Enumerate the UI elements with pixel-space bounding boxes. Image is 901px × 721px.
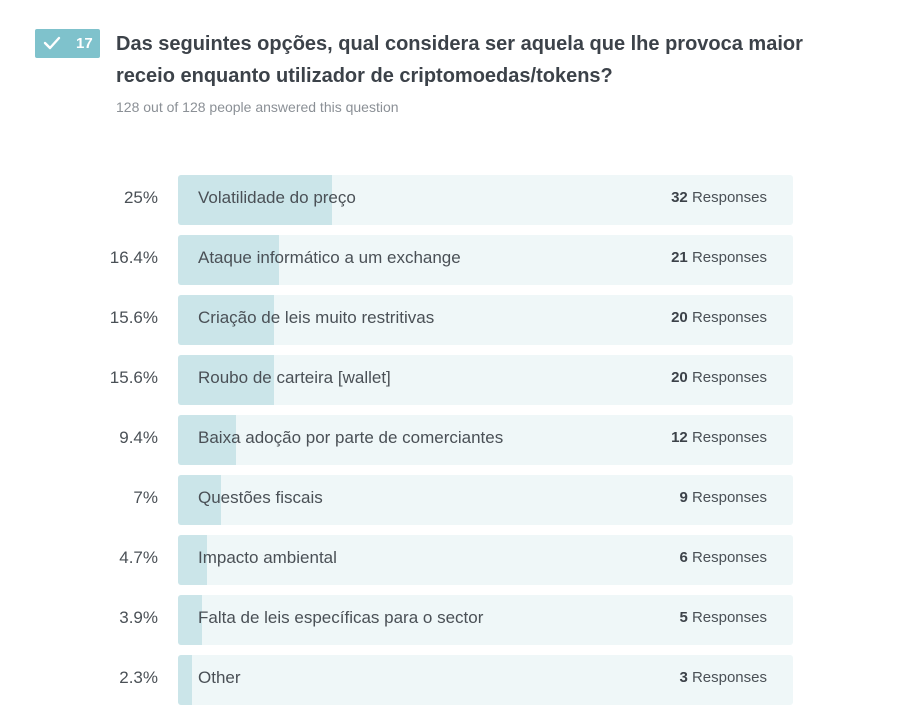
responses-label: Responses <box>687 249 767 266</box>
response-count-value: 3 <box>679 669 688 686</box>
answer-label: Impacto ambiental <box>198 548 337 567</box>
response-count-value: 20 <box>671 369 688 386</box>
answer-response-count: 12 Responses <box>671 415 767 461</box>
checkmark-icon <box>43 36 61 50</box>
answer-bar <box>178 415 236 465</box>
response-count-value: 12 <box>671 429 688 446</box>
answer-response-count: 3 Responses <box>679 655 767 701</box>
answer-bar-track: Questões fiscais 9 Responses <box>178 475 793 525</box>
answered-count: 128 out of 128 people answered this ques… <box>116 99 399 115</box>
response-count-value: 21 <box>671 249 688 266</box>
answer-bar-track: Volatilidade do preço 32 Responses <box>178 175 793 225</box>
answer-bar-track: Criação de leis muito restritivas 20 Resp… <box>178 295 793 345</box>
answer-percent: 3.9% <box>119 608 158 627</box>
question-title: Das seguintes opções, qual considera ser… <box>116 33 803 87</box>
answer-bar <box>178 595 202 645</box>
answer-response-count: 20 Responses <box>671 295 767 341</box>
answer-bar <box>178 175 332 225</box>
answer-row: 4.7% Impacto ambiental 6 Responses <box>0 535 901 585</box>
answer-bar-track: Other 3 Responses <box>178 655 793 705</box>
question-number: 17 <box>76 35 93 52</box>
responses-label: Responses <box>687 369 767 386</box>
answer-percent: 2.3% <box>119 668 158 687</box>
responses-label: Responses <box>687 669 767 686</box>
response-count-value: 9 <box>679 489 688 506</box>
answer-row: 25% Volatilidade do preço 32 Responses <box>0 175 901 225</box>
answer-label: Volatilidade do preço <box>198 188 356 207</box>
answer-row: 15.6% Roubo de carteira [wallet] 20 Respon… <box>0 355 901 405</box>
answer-label: Roubo de carteira [wallet] <box>198 368 391 387</box>
answer-bar <box>178 355 274 405</box>
answer-label: Falta de leis específicas para o sector <box>198 608 484 627</box>
question-number-badge: 17 <box>35 29 100 58</box>
answer-row: 7% Questões fiscais 9 Responses <box>0 475 901 525</box>
answer-label: Other <box>198 668 241 687</box>
answer-bar-track: Roubo de carteira [wallet] 20 Responses <box>178 355 793 405</box>
answer-percent: 4.7% <box>119 548 158 567</box>
answer-row: 9.4% Baixa adoção por parte de comerciant… <box>0 415 901 465</box>
answer-label: Baixa adoção por parte de comerciantes <box>198 428 504 447</box>
response-count-value: 5 <box>679 609 688 626</box>
response-count-value: 20 <box>671 309 688 326</box>
answer-bar-track: Impacto ambiental 6 Responses <box>178 535 793 585</box>
answer-response-count: 9 Responses <box>679 475 767 521</box>
answer-row: 15.6% Criação de leis muito restritivas 20… <box>0 295 901 345</box>
answer-bar-track: Falta de leis específicas para o sector 5… <box>178 595 793 645</box>
answer-row: 16.4% Ataque informático a um exchange 21 … <box>0 235 901 285</box>
answer-bar <box>178 295 274 345</box>
answer-label: Questões fiscais <box>198 488 323 507</box>
responses-label: Responses <box>687 609 767 626</box>
answer-response-count: 5 Responses <box>679 595 767 641</box>
answer-bar <box>178 475 221 525</box>
answer-bar <box>178 235 279 285</box>
answer-percent: 16.4% <box>109 248 158 267</box>
answer-row: 2.3% Other 3 Responses <box>0 655 901 705</box>
answer-bar <box>178 655 192 705</box>
answer-response-count: 6 Responses <box>679 535 767 581</box>
responses-label: Responses <box>687 309 767 326</box>
answer-response-count: 21 Responses <box>671 235 767 281</box>
answer-response-count: 20 Responses <box>671 355 767 401</box>
response-count-value: 6 <box>679 549 688 566</box>
responses-label: Responses <box>687 549 767 566</box>
answer-percent: 9.4% <box>119 428 158 447</box>
answer-label: Ataque informático a um exchange <box>198 248 461 267</box>
answer-bar-track: Ataque informático a um exchange 21 Respo… <box>178 235 793 285</box>
answer-bar <box>178 535 207 585</box>
answer-bar-track: Baixa adoção por parte de comerciantes 12… <box>178 415 793 465</box>
answer-row: 3.9% Falta de leis específicas para o sec… <box>0 595 901 645</box>
answer-percent: 7% <box>133 488 158 507</box>
responses-label: Responses <box>687 489 767 506</box>
responses-label: Responses <box>687 429 767 446</box>
answer-percent: 25% <box>123 188 158 207</box>
answer-percent: 15.6% <box>109 308 158 327</box>
answer-percent: 15.6% <box>109 368 158 387</box>
response-count-value: 32 <box>671 189 688 206</box>
responses-label: Responses <box>687 189 767 206</box>
answer-label: Criação de leis muito restritivas <box>198 308 435 327</box>
answer-response-count: 32 Responses <box>671 175 767 221</box>
